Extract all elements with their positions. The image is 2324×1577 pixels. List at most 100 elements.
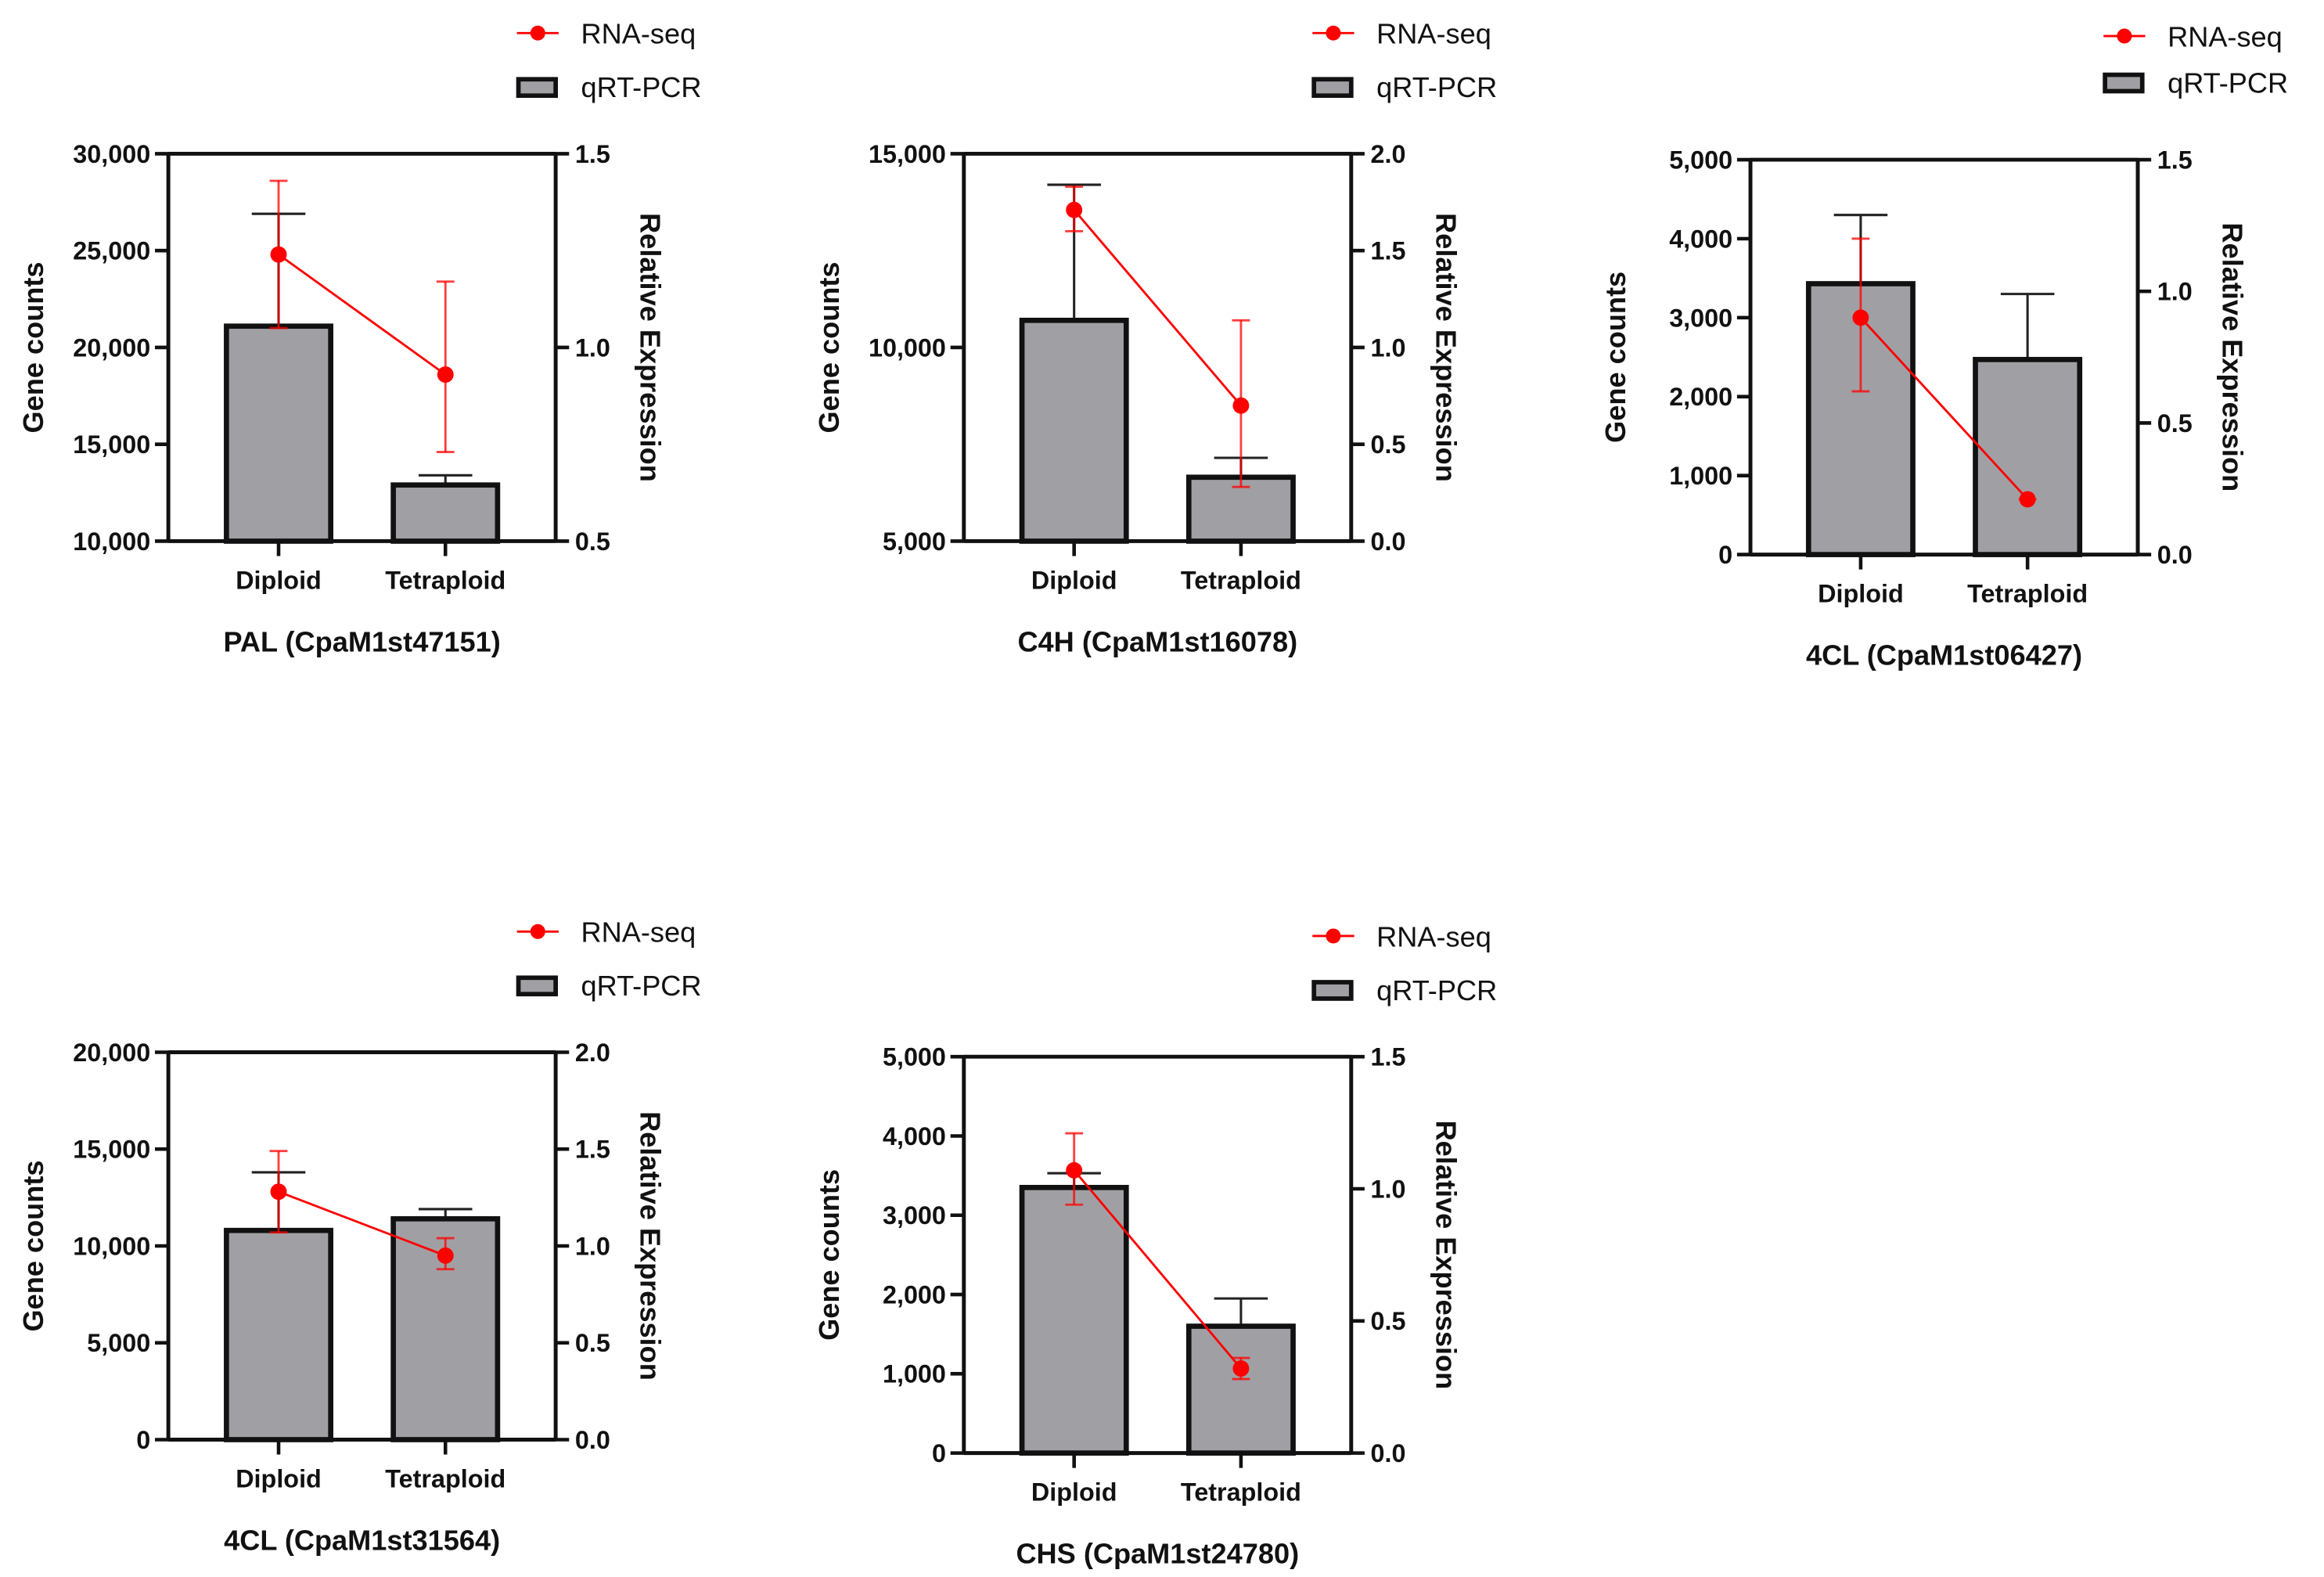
legend-bar-swatch: [1311, 77, 1354, 99]
rna-seq-line: [278, 254, 447, 376]
right-tick-label: 1.5: [575, 1136, 610, 1164]
x-tick-label: Tetraploid: [1181, 566, 1301, 594]
rna-seq-error-cap: [1065, 1132, 1084, 1206]
left-tick-label: 30,000: [73, 140, 150, 168]
y-axis-label: Gene counts: [1599, 272, 1631, 443]
rna-seq-point: [270, 1183, 287, 1201]
right-tick-label: 2.0: [1371, 140, 1406, 168]
legend-point-swatch: [530, 924, 545, 939]
y2-axis-label: Relative Expression: [635, 1111, 667, 1381]
rna-seq-line: [1073, 209, 1242, 407]
rna-seq-point: [2019, 491, 2036, 508]
right-tick-label: 0.5: [575, 527, 610, 556]
chart-title: C4H (CpaM1st16078): [1017, 625, 1297, 657]
x-tick-label: Diploid: [236, 1464, 322, 1492]
legend-point-swatch: [2117, 28, 2132, 44]
left-tick-label: 1,000: [883, 1360, 946, 1388]
chart-panel: 0 1,000 2,000 3,000 4,000 5,000 0.0 0.5 1.0 1.5 Di…: [1599, 20, 2288, 671]
left-tick-label: 10,000: [869, 333, 946, 362]
bar-diploid: [1019, 1184, 1129, 1456]
legend: RNA-seq qRT-PCR: [516, 18, 702, 103]
left-tick-label: 5,000: [883, 527, 946, 556]
bar-diploid: [224, 323, 333, 544]
x-tick-label: Tetraploid: [385, 566, 505, 594]
legend-label-rna-seq: RNA-seq: [1376, 18, 1491, 50]
rna-seq-point: [1066, 1161, 1083, 1179]
legend-bar-swatch: [516, 77, 558, 99]
legend-point-swatch: [1326, 928, 1341, 944]
rna-seq-point: [437, 366, 454, 383]
left-tick-label: 15,000: [73, 1136, 150, 1164]
chart-title: CHS (CpaM1st24780): [1016, 1537, 1299, 1569]
y-axis-label: Gene counts: [17, 261, 49, 433]
left-tick-label: 5,000: [883, 1043, 946, 1071]
right-tick-label: 0.5: [1371, 430, 1406, 459]
right-tick-label: 1.5: [2157, 146, 2193, 175]
bar-tetraploid: [390, 482, 501, 544]
y2-axis-label: Relative Expression: [2217, 223, 2249, 492]
plot-frame: [166, 1050, 558, 1442]
rna-seq-error-cap: [1232, 1356, 1250, 1381]
right-tick-label: 1.5: [1371, 1043, 1406, 1071]
rna-seq-point: [437, 1247, 454, 1264]
legend-label-qrt-pcr: qRT-PCR: [581, 71, 702, 103]
right-tick-label: 0.5: [1371, 1307, 1406, 1335]
x-tick-label: Diploid: [1818, 580, 1904, 608]
rna-seq-error-cap: [269, 1150, 288, 1234]
left-tick-label: 1,000: [1669, 462, 1732, 490]
legend-label-qrt-pcr: qRT-PCR: [1376, 71, 1497, 103]
left-tick-label: 3,000: [883, 1201, 946, 1230]
x-tick-label: Diploid: [1031, 566, 1117, 594]
right-tick-label: 0.5: [2157, 409, 2193, 437]
right-tick-label: 1.5: [1371, 237, 1406, 265]
legend-bar-swatch: [2103, 72, 2145, 94]
right-tick-label: 0.0: [575, 1426, 610, 1454]
left-tick-label: 10,000: [73, 1232, 150, 1260]
legend: RNA-seq qRT-PCR: [1311, 18, 1497, 103]
rna-seq-error-cap: [269, 179, 288, 329]
legend: RNA-seq qRT-PCR: [1311, 920, 1497, 1006]
y2-axis-label: Relative Expression: [635, 213, 667, 482]
left-tick-label: 4,000: [1669, 225, 1732, 253]
chart-panel: 0 5,000 10,000 15,000 20,000 0.0 0.5 1.0 1.5 2.0 D…: [17, 916, 701, 1557]
bar-diploid: [1019, 317, 1129, 544]
chart-title: 4CL (CpaM1st06427): [1806, 639, 2082, 671]
legend: RNA-seq qRT-PCR: [516, 916, 702, 1002]
left-tick-label: 15,000: [869, 140, 946, 168]
rna-seq-error-cap: [1232, 319, 1250, 488]
plot-frame: [166, 151, 558, 543]
rna-seq-point: [1232, 1360, 1250, 1377]
bar-tetraploid: [1185, 1323, 1296, 1456]
rna-seq-error-cap: [436, 280, 455, 454]
chart-title: PAL (CpaM1st47151): [223, 625, 500, 657]
left-tick-label: 20,000: [73, 1039, 150, 1067]
bar-tetraploid: [1973, 357, 2083, 557]
left-tick-label: 4,000: [883, 1122, 946, 1150]
left-tick-label: 2,000: [1669, 383, 1732, 411]
right-tick-label: 1.0: [1371, 333, 1406, 362]
rna-seq-point: [1852, 309, 1869, 326]
legend-bar-swatch: [516, 975, 558, 997]
right-tick-label: 1.0: [575, 1232, 610, 1260]
legend-point-swatch: [1326, 25, 1341, 41]
right-tick-label: 2.0: [575, 1039, 610, 1067]
left-tick-label: 10,000: [73, 527, 150, 556]
rna-seq-line: [1859, 316, 2029, 500]
left-tick-label: 25,000: [73, 237, 150, 265]
legend-label-qrt-pcr: qRT-PCR: [1376, 974, 1497, 1006]
right-tick-label: 0.0: [1371, 527, 1406, 556]
plot-frame: [962, 1054, 1354, 1456]
plot-frame: [962, 151, 1354, 543]
left-tick-label: 20,000: [73, 333, 150, 362]
y-axis-label: Gene counts: [813, 1169, 845, 1341]
chart-panel: 10,000 15,000 20,000 25,000 30,000 0.5 1.0 1.5 D…: [17, 18, 701, 658]
chart-title: 4CL (CpaM1st31564): [224, 1524, 500, 1556]
left-tick-label: 15,000: [73, 430, 150, 459]
right-tick-label: 0.5: [575, 1329, 610, 1357]
right-tick-label: 0.0: [2157, 541, 2193, 569]
rna-seq-line: [278, 1190, 446, 1257]
legend-bar-swatch: [1311, 980, 1354, 1001]
y-axis-label: Gene counts: [813, 261, 845, 433]
left-tick-label: 0: [932, 1439, 946, 1467]
